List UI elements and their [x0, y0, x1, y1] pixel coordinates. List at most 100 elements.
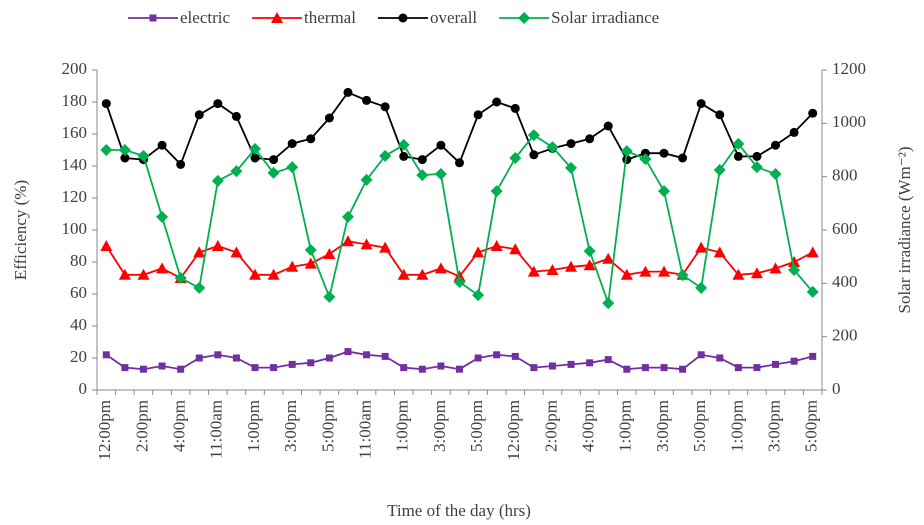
data-point: [472, 289, 485, 302]
data-point: [548, 362, 556, 370]
data-point: [100, 144, 113, 156]
data-point: [120, 153, 130, 163]
x-tick-label: 1:00pm: [393, 400, 412, 452]
legend-label: Solar irradiance: [551, 8, 659, 27]
data-point: [417, 155, 427, 165]
x-tick-label: 2:00pm: [541, 400, 560, 452]
data-point: [583, 245, 596, 258]
data-point: [657, 265, 670, 277]
data-point: [193, 246, 206, 258]
data-point: [267, 166, 280, 179]
y2-axis-title: Solar irradiance (Wm⁻²): [895, 147, 914, 314]
data-point: [360, 173, 373, 186]
legend-marker: [149, 14, 157, 22]
data-point: [509, 152, 522, 164]
data-point: [323, 248, 336, 259]
x-tick-label: 1:00pm: [244, 400, 263, 452]
data-point: [620, 145, 633, 158]
data-point: [101, 99, 111, 109]
x-tick-label: 5:00pm: [318, 400, 337, 452]
data-point: [660, 364, 668, 372]
data-point: [418, 365, 426, 373]
data-point: [583, 259, 596, 271]
data-point: [436, 140, 446, 150]
y-tick-label: 0: [79, 379, 88, 398]
data-point: [177, 365, 185, 373]
data-point: [752, 151, 762, 161]
data-point: [790, 357, 798, 365]
data-point: [325, 354, 333, 362]
data-point: [695, 281, 708, 294]
data-point: [771, 140, 781, 150]
data-point: [381, 352, 389, 360]
y-tick-label: 180: [62, 91, 88, 110]
data-point: [732, 137, 745, 150]
legend-label: electric: [180, 8, 230, 27]
data-point: [193, 281, 206, 294]
x-tick-label: 5:00pm: [802, 400, 821, 452]
data-point: [732, 268, 745, 280]
data-point: [657, 185, 670, 198]
data-point: [527, 265, 540, 277]
y-tick-label: 80: [70, 251, 87, 270]
data-point: [696, 99, 706, 109]
data-point: [211, 240, 224, 251]
y-tick-label: 200: [62, 59, 88, 78]
data-point: [809, 352, 817, 360]
y-tick-label: 40: [70, 315, 87, 334]
data-point: [622, 155, 632, 165]
y2-tick-label: 1200: [832, 59, 866, 78]
x-tick-label: 3:00pm: [764, 400, 783, 452]
data-point: [195, 354, 203, 362]
y2-tick-label: 400: [832, 272, 858, 291]
data-point: [304, 257, 317, 269]
x-tick-label: 12:00pm: [504, 400, 523, 460]
data-point: [566, 139, 576, 149]
x-tick-label: 12:00pm: [95, 400, 114, 460]
data-point: [121, 364, 129, 372]
data-point: [270, 364, 278, 372]
data-point: [676, 269, 689, 282]
data-point: [713, 246, 726, 258]
y-tick-label: 120: [62, 187, 88, 206]
data-point: [176, 159, 186, 169]
data-point: [232, 354, 240, 362]
data-point: [753, 364, 761, 372]
data-point: [286, 260, 299, 272]
data-point: [733, 151, 743, 161]
data-point: [397, 138, 410, 151]
data-point: [623, 365, 631, 373]
data-point: [269, 155, 279, 165]
data-point: [679, 365, 687, 373]
x-tick-label: 3:00pm: [653, 400, 672, 452]
data-point: [250, 153, 260, 163]
data-point: [750, 161, 763, 174]
data-point: [324, 113, 334, 123]
data-point: [769, 262, 782, 274]
data-point: [565, 260, 578, 272]
data-point: [492, 97, 502, 107]
y2-tick-label: 0: [832, 379, 841, 398]
data-point: [453, 270, 466, 282]
data-point: [230, 165, 243, 178]
data-point: [306, 134, 316, 144]
data-point: [474, 354, 482, 362]
data-point: [416, 268, 429, 280]
data-point: [639, 265, 652, 277]
data-point: [567, 360, 575, 368]
data-point: [249, 268, 262, 280]
data-point: [362, 95, 372, 105]
data-point: [434, 262, 447, 274]
data-point: [678, 153, 688, 163]
data-point: [715, 110, 725, 120]
data-point: [455, 158, 464, 168]
data-point: [157, 140, 167, 150]
data-point: [806, 285, 819, 298]
y-tick-label: 160: [62, 123, 88, 142]
data-point: [546, 141, 559, 154]
data-point: [214, 351, 222, 359]
data-point: [231, 111, 241, 121]
y2-tick-label: 1000: [832, 112, 866, 131]
x-tick-label: 4:00pm: [579, 400, 598, 452]
data-point: [473, 110, 483, 120]
